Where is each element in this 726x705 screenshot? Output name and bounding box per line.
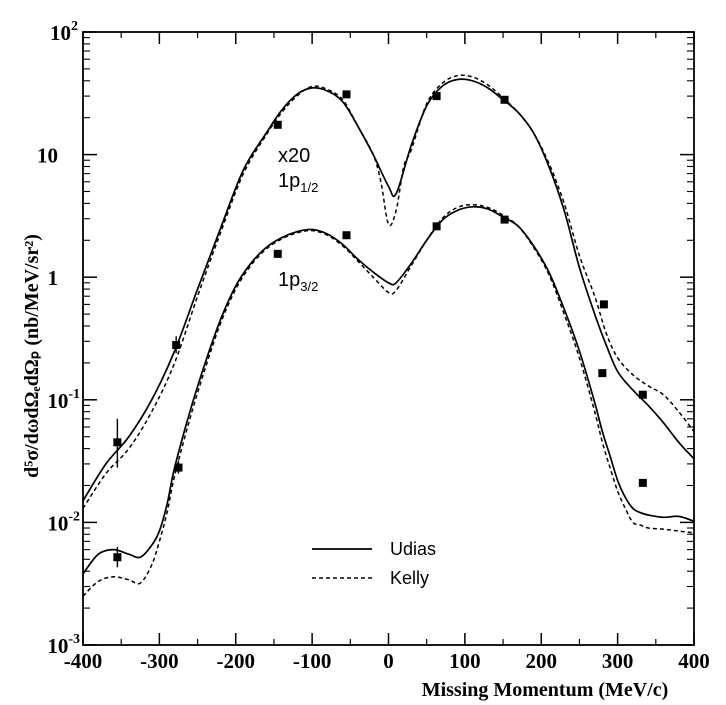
data-point <box>273 120 282 129</box>
data-point <box>273 249 282 258</box>
data-point-layer <box>113 90 647 568</box>
y-tick-label: 1 <box>48 266 59 290</box>
data-point <box>113 553 122 562</box>
data-point <box>432 92 441 101</box>
x-tick-label: -300 <box>140 649 179 673</box>
series-layer <box>82 74 695 597</box>
data-point <box>342 90 351 99</box>
y-axis-title: d⁵σ/dωdΩₑdΩₚ (nb/MeV/sr²) <box>21 234 43 478</box>
plot-area <box>82 31 695 646</box>
data-point <box>500 95 509 104</box>
legend: Udias Kelly <box>312 539 436 588</box>
udias-curve-1p1-2 <box>82 78 695 502</box>
scale-factor-label: x20 <box>278 145 310 167</box>
data-point <box>113 438 122 447</box>
x-tick-label: 0 <box>383 649 394 673</box>
kelly-curve-1p1-2 <box>82 74 695 509</box>
data-point <box>342 231 351 240</box>
x-tick-label: 400 <box>678 649 710 673</box>
lower-state-label: 1p3/2 <box>278 269 318 294</box>
y-tick-label: 102 <box>50 19 78 45</box>
y-tick-label: 10-3 <box>47 632 80 658</box>
data-point <box>172 340 181 349</box>
x-tick-label: 200 <box>526 649 558 673</box>
x-tick-label: -200 <box>217 649 256 673</box>
data-point <box>599 300 608 309</box>
kelly-curve-1p3-2 <box>82 203 695 597</box>
legend-label-kelly: Kelly <box>390 568 429 588</box>
x-tick-label: -400 <box>64 649 103 673</box>
data-point <box>638 478 647 487</box>
data-point <box>432 222 441 231</box>
upper-state-label: 1p1/2 <box>278 170 318 195</box>
data-point <box>598 369 607 378</box>
x-tick-label: 300 <box>602 649 634 673</box>
data-point <box>500 215 509 224</box>
x-axis-title: Missing Momentum (MeV/c) <box>422 679 669 701</box>
udias-curve-1p3-2 <box>82 205 695 575</box>
data-point <box>638 390 647 399</box>
data-point <box>174 463 183 472</box>
y-tick-label: 10-2 <box>47 509 80 535</box>
x-tick-label: 100 <box>449 649 481 673</box>
plot-frame <box>82 31 695 646</box>
y-axis: 102 10 1 10-1 10-2 10-3 <box>37 19 694 658</box>
minor-ticks <box>83 32 694 645</box>
y-tick-label: 10 <box>37 144 58 168</box>
x-axis: -400 -300 -200 -100 0 100 200 300 400 <box>64 32 710 673</box>
legend-label-udias: Udias <box>390 539 436 559</box>
y-tick-label: 10-1 <box>47 387 80 413</box>
x-tick-label: -100 <box>293 649 332 673</box>
